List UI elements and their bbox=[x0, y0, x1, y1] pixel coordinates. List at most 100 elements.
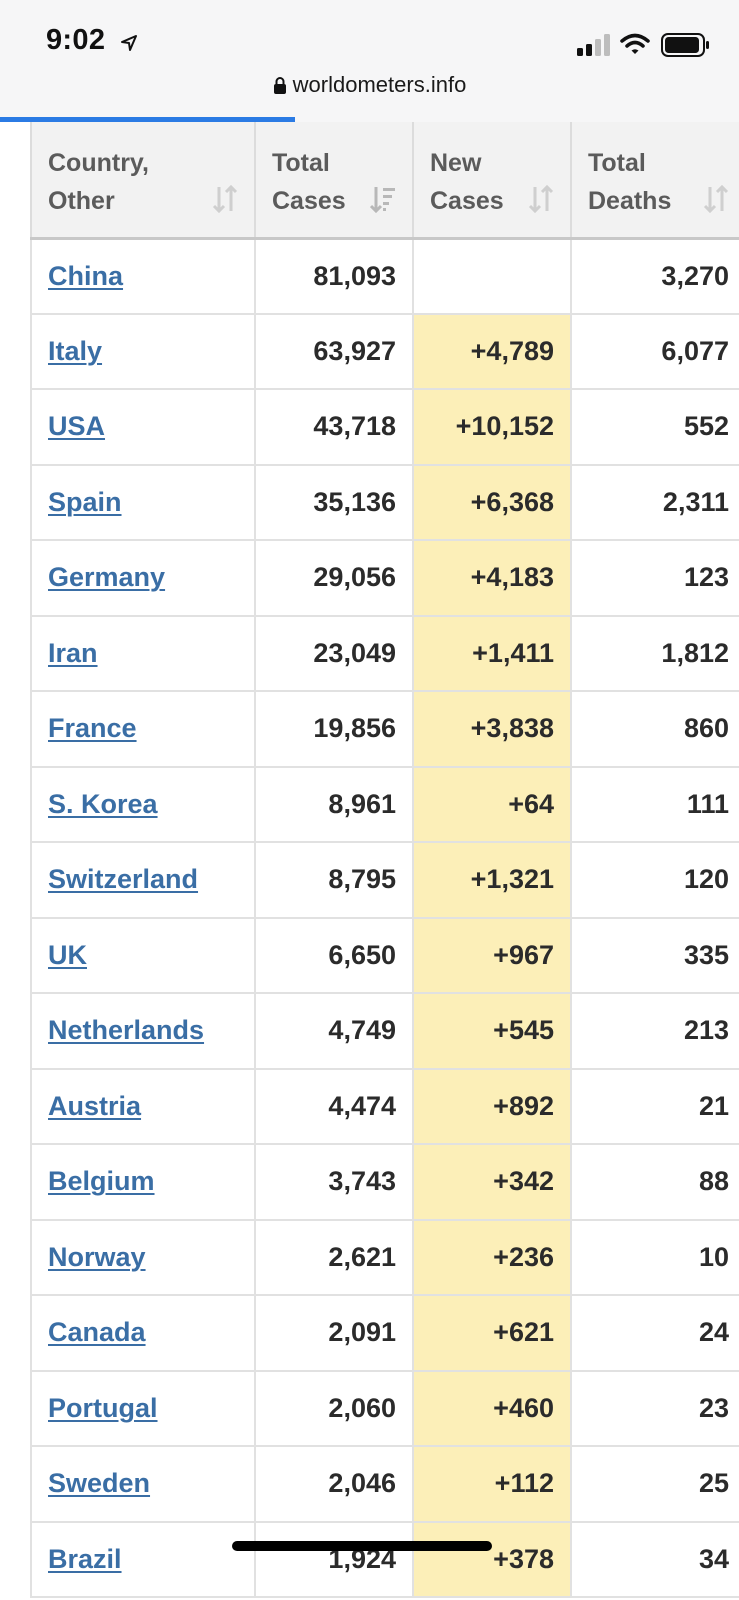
new-cases-cell: +892 bbox=[412, 1067, 572, 1145]
total-cases-cell: 3,743 bbox=[254, 1143, 414, 1221]
total-deaths-cell: 10 bbox=[570, 1218, 739, 1296]
total-cases-cell: 6,650 bbox=[254, 916, 414, 994]
sort-descending-icon[interactable] bbox=[370, 185, 396, 213]
country-link[interactable]: Portugal bbox=[48, 1392, 158, 1423]
total-deaths-cell: 88 bbox=[570, 1143, 739, 1221]
header-label: Country, bbox=[48, 149, 149, 177]
total-cases-cell: 2,621 bbox=[254, 1218, 414, 1296]
coronavirus-table: Country, Other Total Cases bbox=[30, 122, 739, 1598]
total-cases-cell: 23,049 bbox=[254, 614, 414, 692]
total-deaths-cell: 23 bbox=[570, 1369, 739, 1447]
new-cases-cell: +378 bbox=[412, 1520, 572, 1598]
new-cases-cell: +112 bbox=[412, 1445, 572, 1523]
table-row: S. Korea 8,961 +64 111 bbox=[30, 765, 739, 843]
new-cases-cell: +64 bbox=[412, 765, 572, 843]
country-link[interactable]: Iran bbox=[48, 637, 98, 668]
country-link[interactable]: Canada bbox=[48, 1317, 146, 1348]
country-cell: France bbox=[30, 690, 256, 768]
country-link[interactable]: France bbox=[48, 713, 137, 744]
total-cases-cell: 43,718 bbox=[254, 388, 414, 466]
country-link[interactable]: Norway bbox=[48, 1241, 146, 1272]
new-cases-cell: +545 bbox=[412, 992, 572, 1070]
table-row: Canada 2,091 +621 24 bbox=[30, 1294, 739, 1372]
table-row: Belgium 3,743 +342 88 bbox=[30, 1143, 739, 1221]
total-deaths-cell: 2,311 bbox=[570, 463, 739, 541]
battery-icon bbox=[661, 33, 709, 57]
country-link[interactable]: USA bbox=[48, 411, 106, 442]
total-deaths-cell: 3,270 bbox=[570, 237, 739, 315]
country-link[interactable]: Brazil bbox=[48, 1543, 122, 1574]
new-cases-cell: +6,368 bbox=[412, 463, 572, 541]
sort-icon[interactable] bbox=[528, 184, 554, 213]
total-cases-cell: 4,749 bbox=[254, 992, 414, 1070]
country-link[interactable]: Spain bbox=[48, 486, 122, 517]
table-row: Norway 2,621 +236 10 bbox=[30, 1218, 739, 1296]
location-arrow-icon bbox=[121, 35, 137, 51]
page-load-progress bbox=[0, 117, 295, 122]
new-cases-cell: +1,321 bbox=[412, 841, 572, 919]
total-cases-cell: 2,060 bbox=[254, 1369, 414, 1447]
total-deaths-cell: 123 bbox=[570, 539, 739, 617]
country-cell: Portugal bbox=[30, 1369, 256, 1447]
country-link[interactable]: UK bbox=[48, 939, 87, 970]
total-deaths-cell: 120 bbox=[570, 841, 739, 919]
table-row: Netherlands 4,749 +545 213 bbox=[30, 992, 739, 1070]
total-deaths-cell: 25 bbox=[570, 1445, 739, 1523]
home-indicator bbox=[232, 1541, 492, 1551]
table-body: China 81,093 3,270 Italy 63,927 +4,789 6,077 US… bbox=[30, 237, 739, 1598]
header-total-cases[interactable]: Total Cases bbox=[254, 122, 414, 240]
header-label: New bbox=[430, 149, 482, 177]
country-link[interactable]: Netherlands bbox=[48, 1015, 205, 1046]
country-cell: Norway bbox=[30, 1218, 256, 1296]
url-domain: worldometers.info bbox=[292, 72, 467, 97]
country-link[interactable]: Sweden bbox=[48, 1468, 151, 1499]
total-deaths-cell: 24 bbox=[570, 1294, 739, 1372]
table-row: Portugal 2,060 +460 23 bbox=[30, 1369, 739, 1447]
country-link[interactable]: Austria bbox=[48, 1090, 142, 1121]
sort-icon[interactable] bbox=[212, 184, 238, 213]
header-label: Cases bbox=[430, 187, 504, 215]
sort-icon[interactable] bbox=[703, 184, 729, 213]
table-header-row: Country, Other Total Cases bbox=[30, 122, 739, 240]
total-cases-cell: 19,856 bbox=[254, 690, 414, 768]
total-deaths-cell: 21 bbox=[570, 1067, 739, 1145]
total-cases-cell: 81,093 bbox=[254, 237, 414, 315]
country-link[interactable]: China bbox=[48, 260, 124, 291]
total-cases-cell: 1,924 bbox=[254, 1520, 414, 1598]
new-cases-cell: +621 bbox=[412, 1294, 572, 1372]
new-cases-cell: +342 bbox=[412, 1143, 572, 1221]
country-link[interactable]: Switzerland bbox=[48, 864, 199, 895]
total-deaths-cell: 552 bbox=[570, 388, 739, 466]
total-cases-cell: 8,961 bbox=[254, 765, 414, 843]
header-new-cases[interactable]: New Cases bbox=[412, 122, 572, 240]
country-link[interactable]: S. Korea bbox=[48, 788, 158, 819]
country-link[interactable]: Italy bbox=[48, 335, 103, 366]
table-row: Austria 4,474 +892 21 bbox=[30, 1067, 739, 1145]
country-link[interactable]: Belgium bbox=[48, 1166, 155, 1197]
new-cases-cell: +1,411 bbox=[412, 614, 572, 692]
table-row: Sweden 2,046 +112 25 bbox=[30, 1445, 739, 1523]
url-bar[interactable]: worldometers.info bbox=[0, 72, 739, 112]
country-cell: Switzerland bbox=[30, 841, 256, 919]
total-cases-cell: 63,927 bbox=[254, 312, 414, 390]
country-cell: Belgium bbox=[30, 1143, 256, 1221]
new-cases-cell: +4,789 bbox=[412, 312, 572, 390]
new-cases-cell: +236 bbox=[412, 1218, 572, 1296]
header-label: Total bbox=[588, 149, 646, 177]
table-row: France 19,856 +3,838 860 bbox=[30, 690, 739, 768]
header-country[interactable]: Country, Other bbox=[30, 122, 256, 240]
country-link[interactable]: Germany bbox=[48, 562, 166, 593]
country-cell: Italy bbox=[30, 312, 256, 390]
status-time: 9:02 bbox=[46, 24, 106, 56]
total-cases-cell: 35,136 bbox=[254, 463, 414, 541]
browser-chrome: 9:02 worldometers.info bbox=[0, 0, 739, 122]
table-row: Switzerland 8,795 +1,321 120 bbox=[30, 841, 739, 919]
header-label: Cases bbox=[272, 187, 346, 215]
total-cases-cell: 29,056 bbox=[254, 539, 414, 617]
total-deaths-cell: 213 bbox=[570, 992, 739, 1070]
header-total-deaths[interactable]: Total Deaths bbox=[570, 122, 739, 240]
country-cell: Spain bbox=[30, 463, 256, 541]
new-cases-cell: +10,152 bbox=[412, 388, 572, 466]
wifi-icon bbox=[620, 33, 650, 54]
total-deaths-cell: 335 bbox=[570, 916, 739, 994]
